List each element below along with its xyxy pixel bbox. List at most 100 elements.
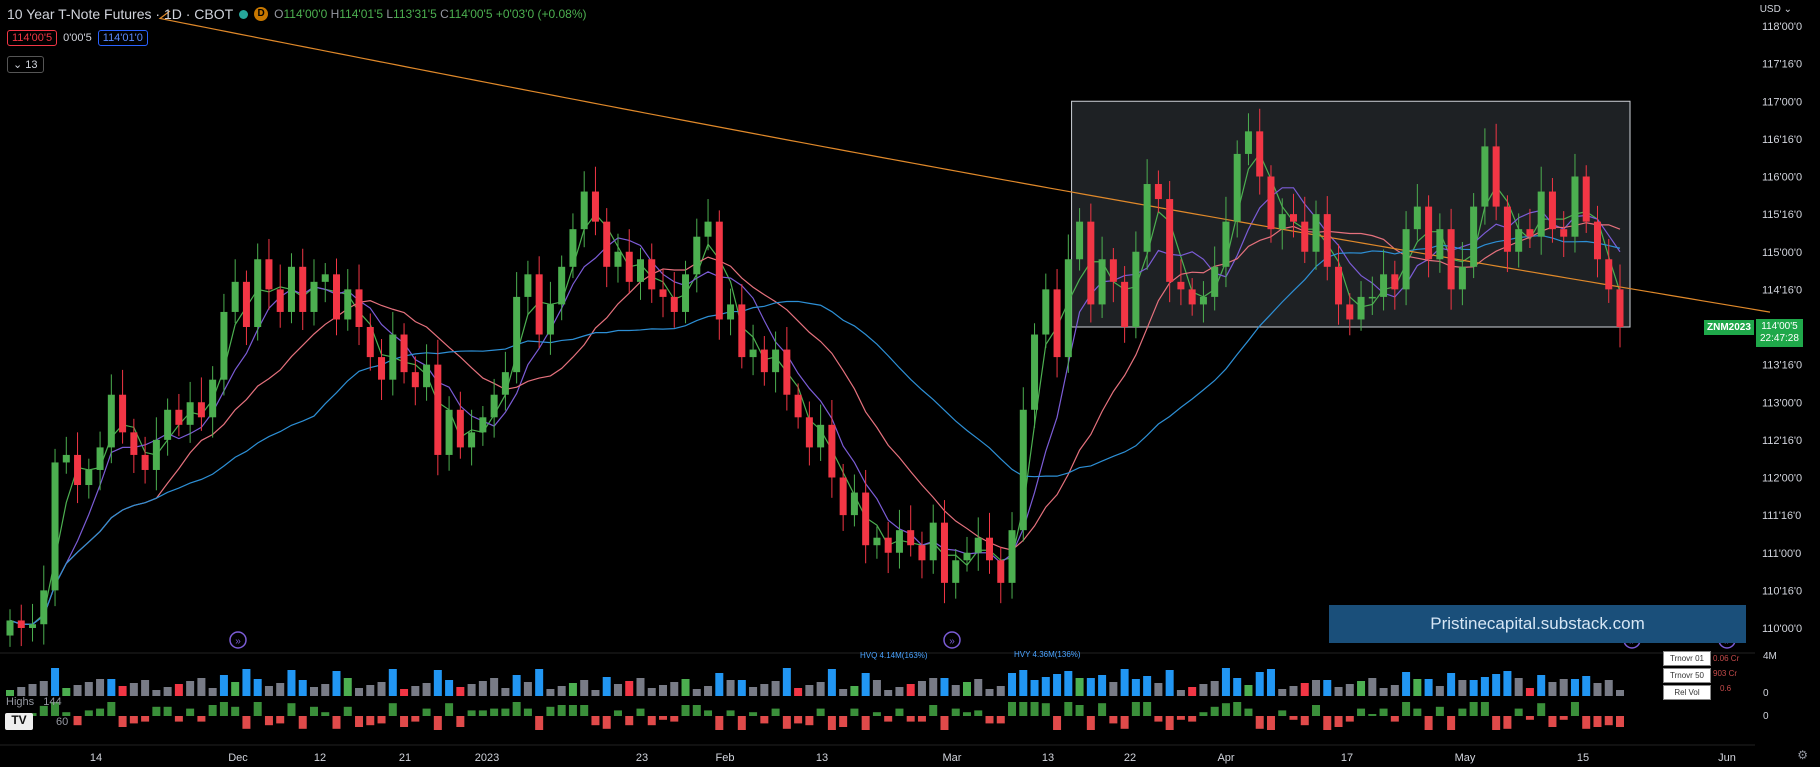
volume-bar	[490, 678, 499, 696]
indicators-toggle-button[interactable]: ⌄ 13	[7, 56, 44, 73]
volume-bar	[1492, 674, 1501, 696]
candle	[355, 289, 363, 327]
y-tick-label: 115'00'0	[1762, 247, 1802, 259]
candle	[479, 417, 487, 433]
highs-lows-bar	[1266, 716, 1275, 730]
settings-gear-icon[interactable]: ⚙	[1797, 748, 1808, 762]
candle	[974, 537, 982, 553]
highs-lows-bar	[1109, 716, 1118, 724]
candle	[445, 409, 453, 455]
volume-bar	[1604, 680, 1613, 696]
volume-bar	[996, 686, 1005, 696]
highs-lows-bar	[422, 708, 431, 716]
highs-lows-bar	[1008, 702, 1017, 716]
candle	[997, 560, 1005, 583]
highs-lows-bar	[287, 703, 296, 716]
volume-bar	[1379, 688, 1388, 696]
candle	[1244, 131, 1252, 154]
highs-lows-bar	[107, 702, 116, 716]
highs-lows-panel: Highs 144 60	[6, 695, 68, 729]
candle	[1425, 206, 1433, 260]
candle	[411, 372, 419, 388]
volume-bar	[6, 690, 14, 696]
highs-lows-bar	[1221, 703, 1230, 716]
buy-price-button[interactable]: 114'01'0	[97, 30, 148, 46]
highs-lows-bar	[321, 712, 330, 716]
last-ticker-label: ZNM2023	[1704, 320, 1754, 335]
volume-bar	[647, 688, 656, 696]
chart-header: 10 Year T-Note Futures · 1D · CBOT D O11…	[7, 6, 587, 22]
highs-lows-bar	[749, 712, 758, 716]
highs-lows-bar	[242, 716, 251, 729]
event-marker-icon	[943, 631, 961, 649]
highs-lows-bar	[1053, 716, 1062, 730]
volume-bar	[242, 669, 251, 696]
highs-lows-bar	[794, 716, 803, 724]
candle	[1053, 289, 1061, 358]
volume-bar	[1582, 676, 1591, 696]
volume-bar	[546, 689, 555, 696]
highs-lows-bar	[1143, 702, 1152, 716]
currency-selector[interactable]: USD ⌄	[1759, 4, 1792, 15]
interval-badge[interactable]: D	[254, 7, 269, 21]
candle	[254, 259, 262, 327]
volume-bar	[1008, 673, 1017, 696]
candle	[952, 560, 960, 583]
candle	[1199, 296, 1207, 305]
candle	[1188, 289, 1196, 305]
volume-bar	[1300, 683, 1309, 696]
candle	[276, 289, 284, 312]
volume-bar	[816, 682, 825, 696]
candle	[220, 311, 228, 380]
volume-bar	[580, 680, 589, 696]
candle	[107, 394, 115, 448]
highs-lows-bar	[568, 705, 577, 716]
x-tick-label: 23	[636, 752, 648, 764]
highs-lows-bar	[512, 702, 521, 716]
symbol-title[interactable]: 10 Year T-Note Futures · 1D · CBOT	[7, 6, 234, 22]
legend-trnovr50-value: 903 Cr	[1713, 669, 1738, 678]
highs-lows-bar	[546, 706, 555, 716]
volume-bar	[107, 679, 116, 696]
volume-bar	[456, 687, 465, 696]
sell-price-button[interactable]: 114'00'5	[7, 30, 58, 46]
highs-lows-bar	[1300, 716, 1309, 726]
volume-bar	[51, 668, 60, 696]
ma-50-line	[9, 234, 1621, 625]
highs-lows-bar	[208, 705, 217, 716]
lows-value: 60	[56, 716, 69, 728]
event-arrow-icon: »	[949, 636, 955, 647]
y-tick-label: 112'16'0	[1762, 435, 1802, 447]
candle	[805, 417, 813, 448]
x-tick-label: Mar	[943, 752, 962, 764]
candle	[1121, 281, 1129, 327]
volume-bar	[1312, 680, 1321, 696]
candle	[670, 296, 678, 312]
volume-bar	[523, 682, 532, 696]
volume-bar	[321, 684, 330, 696]
consolidation-range-box	[1071, 100, 1631, 328]
highs-lows-bar	[174, 716, 183, 722]
highs-lows-bar	[659, 716, 668, 720]
tradingview-logo-icon[interactable]: TV	[5, 713, 33, 730]
volume-bar	[782, 668, 791, 696]
candle	[333, 274, 341, 320]
volume-bar	[557, 686, 566, 696]
highs-lows-bar	[152, 706, 161, 716]
candle	[400, 334, 408, 373]
highs-lows-bar	[613, 710, 622, 716]
x-tick-label: 14	[90, 752, 102, 764]
highs-lows-bar	[298, 716, 307, 729]
volume-bar	[1210, 681, 1219, 696]
highs-lows-bar	[1548, 716, 1557, 727]
highs-lows-bar	[1458, 708, 1467, 716]
highs-lows-bar	[231, 706, 240, 716]
highs-lows-bar	[276, 716, 285, 724]
highs-lows-bar	[309, 706, 318, 716]
volume-bar	[1480, 677, 1489, 696]
candle	[1560, 229, 1568, 237]
candle	[231, 281, 239, 312]
volume-bar	[1525, 688, 1534, 696]
last-price: 114'00'5	[1761, 321, 1798, 332]
